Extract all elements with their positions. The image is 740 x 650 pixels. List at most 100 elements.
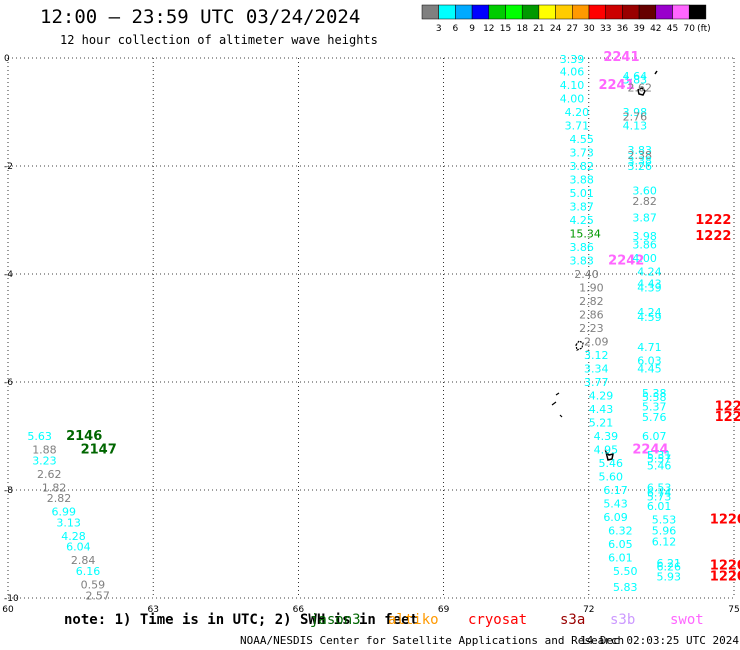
wave-height-label: 5.96 — [652, 525, 677, 538]
wave-height-label: 2.09 — [584, 336, 609, 349]
colorbar-swatch — [555, 4, 573, 20]
colorbar-label: 39 — [633, 24, 645, 34]
wave-height-label: 4.06 — [560, 66, 585, 79]
y-tick-label: -8 — [4, 486, 13, 496]
wave-height-label: 4.43 — [589, 403, 614, 416]
wave-height-label: 5.57 — [647, 453, 672, 466]
time-label: 2241 — [603, 50, 639, 65]
legend-swot: swot — [670, 612, 704, 628]
wave-height-label: 6.17 — [603, 484, 628, 497]
coastline-island-2 — [575, 340, 590, 353]
wave-height-label: 2.23 — [579, 322, 604, 335]
wave-height-label: 5.31 — [647, 449, 672, 462]
colorbar-swatch — [638, 4, 657, 20]
wave-height-label: 3.38 — [628, 155, 653, 168]
colorbar-label: 33 — [600, 24, 611, 34]
wave-height-label: 3.82 — [569, 160, 594, 173]
wave-height-label: 4.13 — [623, 120, 648, 133]
coastline-island-3 — [551, 392, 563, 418]
coastline-island-4 — [604, 449, 614, 461]
wave-height-label: 4.24 — [637, 306, 662, 319]
wave-height-label: 4.95 — [594, 444, 619, 457]
time-label: 1222 — [695, 213, 731, 228]
legend-jason3: jason3 — [310, 612, 361, 628]
colorbar: 3 6 9 12 15 18 21 24 27 30 33 36 39 42 45 70 (ft) — [421, 4, 711, 34]
wave-height-label: 5.58 — [642, 391, 667, 404]
wave-height-label: 6.21 — [657, 557, 682, 570]
wave-height-label: 6.16 — [76, 565, 101, 578]
y-tick-label: -4 — [4, 270, 13, 280]
colorbar-unit: (ft) — [697, 24, 711, 34]
wave-height-label: 4.55 — [569, 133, 594, 146]
wave-height-label: 0.59 — [81, 579, 106, 592]
wave-height-label: 4.25 — [569, 214, 594, 227]
wave-height-label: 3.98 — [623, 106, 648, 119]
wave-height-label: 6.01 — [647, 500, 672, 513]
wave-height-label: 6.74 — [647, 487, 672, 500]
time-label: 1220 — [710, 559, 740, 574]
wave-height-label: 2.82 — [47, 492, 72, 505]
wave-height-label: 2.62 — [37, 468, 62, 481]
colorbar-swatch — [622, 4, 640, 20]
colorbar-label: 27 — [567, 24, 578, 34]
wave-height-label: 2.86 — [579, 309, 604, 322]
time-label: 2146 — [66, 429, 102, 444]
time-label: 2242 — [608, 254, 644, 269]
wave-height-label: 3.98 — [632, 230, 657, 243]
wave-height-label: 4.29 — [589, 390, 614, 403]
footer-credit: NOAA/NESDIS Center for Satellite Applica… — [240, 634, 625, 647]
wave-height-label: 6.07 — [642, 430, 667, 443]
wave-height-label: 5.63 — [27, 430, 52, 443]
wave-height-label: 4.39 — [637, 282, 662, 295]
wave-height-label: 5.60 — [598, 471, 623, 484]
wave-height-label: 1.88 — [32, 444, 57, 457]
y-tick-label: 0 — [4, 54, 10, 64]
wave-height-label: 6.53 — [647, 481, 672, 494]
colorbar-swatch — [421, 4, 439, 20]
legend-cryosat: cryosat — [468, 612, 528, 628]
colorbar-swatch — [538, 4, 556, 20]
wave-height-label: 5.53 — [652, 514, 677, 527]
wave-height-label: 3.34 — [584, 363, 609, 376]
chart-subtitle: 12 hour collection of altimeter wave hei… — [60, 33, 378, 47]
wave-height-label: 3.83 — [569, 255, 594, 268]
wave-height-label: 3.83 — [623, 74, 648, 87]
colorbar-label: 24 — [550, 24, 562, 34]
time-label: 1221 — [715, 410, 740, 425]
wave-height-label: 3.26 — [628, 160, 653, 173]
chart-title: 12:00 – 23:59 UTC 03/24/2024 — [40, 6, 361, 28]
wave-height-label: 4.20 — [565, 106, 590, 119]
time-label: 2241 — [598, 78, 634, 93]
colorbar-swatch — [572, 4, 590, 20]
wave-height-label: 3.39 — [560, 53, 585, 66]
x-tick-label: 60 — [2, 605, 14, 615]
colorbar-label: 42 — [650, 24, 661, 34]
wave-height-label: 2.38 — [628, 149, 653, 162]
colorbar-swatch — [471, 4, 490, 20]
coastline — [551, 70, 658, 461]
time-label: 1221 — [715, 399, 740, 414]
wave-height-label: 2.84 — [71, 554, 96, 567]
wave-height-label: 6.04 — [66, 541, 91, 554]
wave-height-label: 5.37 — [642, 400, 667, 413]
colorbar-label: 9 — [469, 24, 475, 34]
wave-height-label: 3.60 — [632, 184, 657, 197]
wave-height-label: 2.82 — [579, 295, 604, 308]
colorbar-swatch — [455, 4, 473, 20]
wave-height-label: 3.88 — [569, 174, 594, 187]
colorbar-label: 45 — [667, 24, 678, 34]
wave-height-label: 1.82 — [42, 481, 67, 494]
wave-height-label: 3.73 — [569, 147, 594, 160]
colorbar-swatch — [655, 4, 673, 20]
wave-height-label: 2.40 — [574, 268, 599, 281]
time-label: 2147 — [81, 443, 117, 458]
wave-height-label: 5.93 — [657, 570, 682, 583]
wave-height-label: 6.26 — [657, 561, 682, 574]
wave-height-label: 6.99 — [52, 506, 76, 519]
wave-height-label: 3.12 — [584, 349, 609, 362]
colorbar-label: 12 — [483, 24, 494, 34]
colorbar-label: 6 — [453, 24, 459, 34]
colorbar-label: 30 — [583, 24, 595, 34]
time-label: 1220 — [710, 513, 740, 528]
colorbar-swatch — [688, 4, 707, 20]
